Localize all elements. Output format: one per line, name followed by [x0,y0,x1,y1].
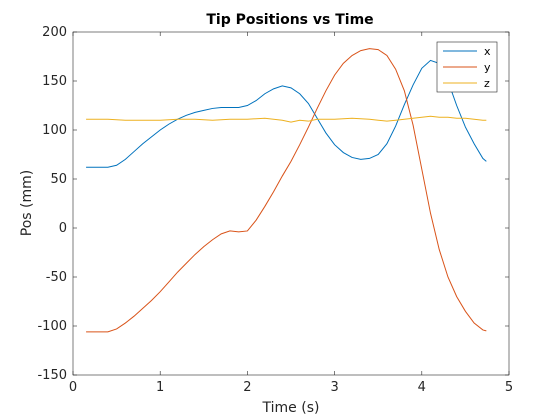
y-tick-label: -50 [46,270,67,285]
x-tick-label: 0 [69,380,77,395]
x-tick-label: 5 [505,380,513,395]
y-tick-label: 0 [59,221,67,236]
y-tick-label: -100 [37,319,67,334]
x-axis-title: Time (s) [262,400,320,416]
y-tick-label: 100 [42,123,67,138]
series-line-z [86,115,487,123]
series-line-y [86,48,487,333]
x-tick-label: 1 [156,380,164,395]
chart-title: Tip Positions vs Time [206,12,373,28]
tick-layer: 0 1 2 3 4 5 -150 -100 -50 0 50 100 150 200 [37,25,513,395]
legend-label-x: x [484,45,491,58]
legend-label-y: y [484,61,491,74]
x-tick-label: 2 [243,380,251,395]
y-axis-title: Pos (mm) [19,170,35,236]
series-layer [86,48,487,333]
y-tick-label: 150 [42,74,67,89]
y-tick-label: 200 [42,25,67,40]
axes-box [72,31,510,376]
legend: xyz [436,41,498,93]
legend-label-z: z [484,77,490,90]
plot-area [73,32,509,375]
series-line-x [86,59,487,168]
x-tick-label: 3 [330,380,338,395]
y-tick-label: -150 [37,368,67,383]
y-tick-label: 50 [50,172,67,187]
x-tick-label: 4 [418,380,426,395]
